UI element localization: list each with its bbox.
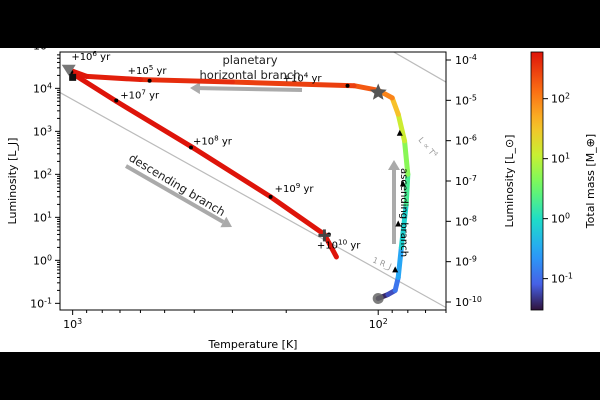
- x-tick-label: 103: [63, 317, 82, 332]
- track-segment: [389, 95, 401, 117]
- figure-background: [0, 48, 600, 352]
- track-segment: [395, 111, 408, 144]
- guide-label-1-RJ: 1 R_J: [371, 256, 393, 272]
- age-dot: [268, 194, 273, 199]
- arrow-descending-branch-shaft: [125, 164, 225, 224]
- y-right-tick-label: 10-8: [455, 214, 477, 229]
- phase-label-ascending-branch: ascending branch: [398, 168, 409, 257]
- track-segment: [84, 73, 143, 83]
- y-right-tick-label: 10-5: [455, 93, 477, 108]
- triangle-down-marker: [61, 64, 76, 76]
- x-tick-label: 102: [369, 317, 388, 332]
- star-marker: [369, 83, 387, 100]
- colorbar-gradient: [530, 51, 544, 311]
- square-marker: [69, 73, 77, 81]
- age-label: +1010 yr: [317, 237, 361, 252]
- guide-line-L-propto-T4: [392, 52, 446, 83]
- axes: 103 102 Temperature [K] 10-1 100 101 102 103 104…: [6, 38, 516, 351]
- track-segment: [268, 194, 327, 237]
- colorbar-label: Total mass [M_⊕]: [584, 134, 597, 229]
- track-segment: [72, 72, 119, 104]
- y-left-tick-label: 104: [33, 81, 52, 96]
- guide-label-L-propto-T4: L ∝ T4: [416, 136, 438, 160]
- colorbar: 10-1 100 101 102 Total mass [M_⊕]: [530, 51, 597, 311]
- y-left-tick-label: 102: [33, 167, 52, 182]
- age-dot: [345, 83, 350, 88]
- age-dot: [147, 78, 152, 83]
- y-right-tick-label: 10-4: [455, 53, 477, 68]
- colorbar-tick-label: 101: [551, 151, 570, 166]
- track-segment: [402, 138, 411, 177]
- track-segment: [395, 244, 404, 280]
- age-label: +109 yr: [275, 180, 315, 195]
- age-dot: [188, 145, 193, 150]
- annotations: L ∝ T4 1 R_J +104 yr +105 yr +106 yr +107 yr +…: [71, 48, 439, 271]
- arrow-horizontal-branch-shaft: [199, 86, 303, 92]
- age-label: +107 yr: [120, 87, 160, 102]
- colorbar-tick-label: 100: [551, 211, 570, 226]
- arrow-descending-branch-head: [220, 216, 232, 228]
- colorbar-tick-label: 102: [551, 91, 570, 106]
- x-axis-label: Temperature [K]: [208, 338, 298, 351]
- y-right-tick-label: 10-6: [455, 133, 477, 148]
- y-left-tick-label: 105: [33, 38, 52, 53]
- phase-label-planetary: planetary: [223, 53, 278, 67]
- age-dot: [114, 98, 119, 103]
- track-triangle-marker: [396, 129, 403, 136]
- age-label: +105 yr: [128, 62, 168, 77]
- track-segment: [137, 77, 235, 85]
- guide-line-1-RJ: [60, 91, 446, 309]
- age-label: +108 yr: [193, 133, 233, 148]
- colorbar-tick-label: 10-1: [551, 271, 573, 286]
- track-segment: [403, 171, 411, 207]
- track-triangle-marker: [392, 266, 399, 273]
- track-segment: [113, 98, 197, 151]
- arrow-ascending-branch-head: [388, 160, 400, 170]
- track-segment: [321, 231, 339, 260]
- phase-label-horizontal-branch: horizontal branch: [200, 68, 301, 82]
- y-left-tick-label: 101: [33, 210, 52, 225]
- track-triangle-marker: [399, 180, 406, 187]
- y-left-tick-label: 100: [33, 253, 52, 268]
- guide-lines: [60, 52, 446, 309]
- track-triangle-marker: [395, 220, 402, 227]
- arrow-horizontal-branch-head: [190, 82, 201, 95]
- age-label: +106 yr: [71, 48, 111, 63]
- track-segment: [229, 79, 357, 89]
- y-left-tick-label: 103: [33, 124, 52, 139]
- track-segment: [191, 145, 274, 200]
- age-label: +104 yr: [283, 70, 323, 85]
- y-right-tick-label: 10-9: [455, 254, 477, 269]
- evolution-track: [70, 68, 411, 301]
- start-circle-marker: [372, 292, 384, 304]
- track-markers: [61, 64, 406, 304]
- y-left-tick-label: 10-1: [30, 296, 52, 311]
- phase-arrows: [125, 82, 400, 244]
- y-left-axis-label: Luminosity [L_J]: [6, 138, 19, 225]
- y-right-tick-label: 10-10: [455, 295, 482, 310]
- y-right-axis-label: Luminosity [L_⊙]: [503, 135, 516, 228]
- track-segment: [398, 201, 409, 250]
- y-right-tick-label: 10-7: [455, 174, 477, 189]
